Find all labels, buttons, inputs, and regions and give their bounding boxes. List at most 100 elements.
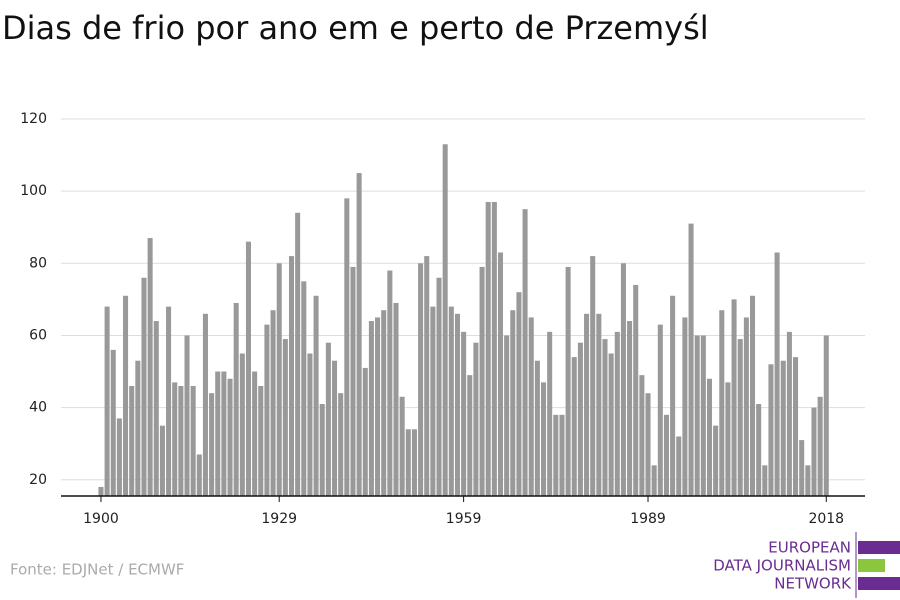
x-tick-label: 1959 <box>446 511 482 527</box>
bar <box>147 238 153 497</box>
bar <box>159 425 165 496</box>
y-tick-label: 60 <box>29 327 47 343</box>
bar <box>706 378 713 496</box>
bar <box>153 321 159 496</box>
bar <box>295 212 301 496</box>
bar <box>756 404 762 496</box>
bar <box>166 306 172 496</box>
bar <box>547 331 553 496</box>
bar <box>565 266 571 496</box>
logo-bar <box>858 541 900 554</box>
bar <box>338 393 344 496</box>
bar <box>448 306 454 496</box>
bar <box>123 295 129 496</box>
bar <box>344 198 350 497</box>
bar <box>633 284 639 496</box>
logo: EUROPEAN DATA JOURNALISM NETWORK <box>713 532 900 598</box>
bar <box>227 378 233 496</box>
bar <box>485 201 491 496</box>
bar <box>743 317 749 496</box>
bar <box>534 360 540 496</box>
bar <box>497 252 504 496</box>
x-tick-label: 1900 <box>83 511 119 527</box>
bar <box>393 302 399 496</box>
bar <box>313 295 319 496</box>
bar <box>332 360 338 496</box>
bar <box>245 241 251 496</box>
bar <box>276 263 282 496</box>
y-tick-label: 100 <box>20 183 47 199</box>
bar <box>288 256 295 496</box>
y-tick-label: 40 <box>29 400 47 416</box>
bar <box>657 324 663 496</box>
bar <box>270 310 276 496</box>
bar <box>676 436 682 496</box>
x-tick-label: 1989 <box>630 511 666 527</box>
bar <box>307 353 313 496</box>
bar <box>172 382 178 496</box>
bar <box>627 321 633 496</box>
bar <box>116 418 122 496</box>
bar <box>504 335 510 496</box>
bar <box>614 331 620 496</box>
logo-bar <box>858 577 900 590</box>
bar <box>196 454 202 496</box>
bar <box>541 382 547 496</box>
bar <box>694 335 700 496</box>
bar <box>411 429 417 496</box>
bar <box>110 349 116 496</box>
y-tick-label: 120 <box>20 111 47 127</box>
bar <box>325 342 331 496</box>
bar <box>104 306 110 496</box>
bar <box>209 393 215 496</box>
logo-text: EUROPEAN <box>768 539 851 557</box>
x-tick-label: 1929 <box>261 511 297 527</box>
bar <box>651 465 657 496</box>
bar <box>602 339 608 496</box>
bar <box>221 371 227 496</box>
logo-text: NETWORK <box>774 575 852 593</box>
bar <box>713 425 719 496</box>
bar <box>645 393 651 496</box>
bar <box>799 440 805 496</box>
bar <box>399 396 405 496</box>
x-tick-label: 2018 <box>808 511 844 527</box>
bar <box>252 371 258 496</box>
bar <box>362 367 368 496</box>
bar <box>762 465 768 496</box>
bar <box>823 335 829 496</box>
bar <box>553 414 559 496</box>
bar <box>233 302 239 496</box>
source: Fonte: EDJNet / ECMWF <box>10 561 184 579</box>
bar <box>768 364 774 496</box>
bar <box>639 375 645 496</box>
bar <box>571 357 577 496</box>
bar <box>774 252 780 496</box>
bar <box>780 360 786 496</box>
bar <box>670 295 676 496</box>
bar <box>282 339 288 496</box>
bar <box>663 414 669 496</box>
bar <box>418 263 424 496</box>
bar <box>430 306 436 496</box>
bar <box>805 465 811 496</box>
bar <box>436 277 442 496</box>
bar <box>356 173 362 496</box>
bar <box>190 385 196 496</box>
logo-text: DATA JOURNALISM <box>713 557 851 575</box>
y-tick-label: 80 <box>29 255 47 271</box>
y-tick-label: 20 <box>29 472 47 488</box>
bar <box>454 313 460 496</box>
bar <box>608 353 614 496</box>
bar <box>516 292 522 496</box>
bar <box>461 331 467 496</box>
bar <box>590 256 596 496</box>
bar <box>811 407 817 496</box>
bar <box>688 223 694 496</box>
bar <box>264 324 270 496</box>
bar <box>301 281 307 496</box>
bar <box>559 414 565 496</box>
bar <box>184 335 190 496</box>
bar <box>682 317 688 496</box>
